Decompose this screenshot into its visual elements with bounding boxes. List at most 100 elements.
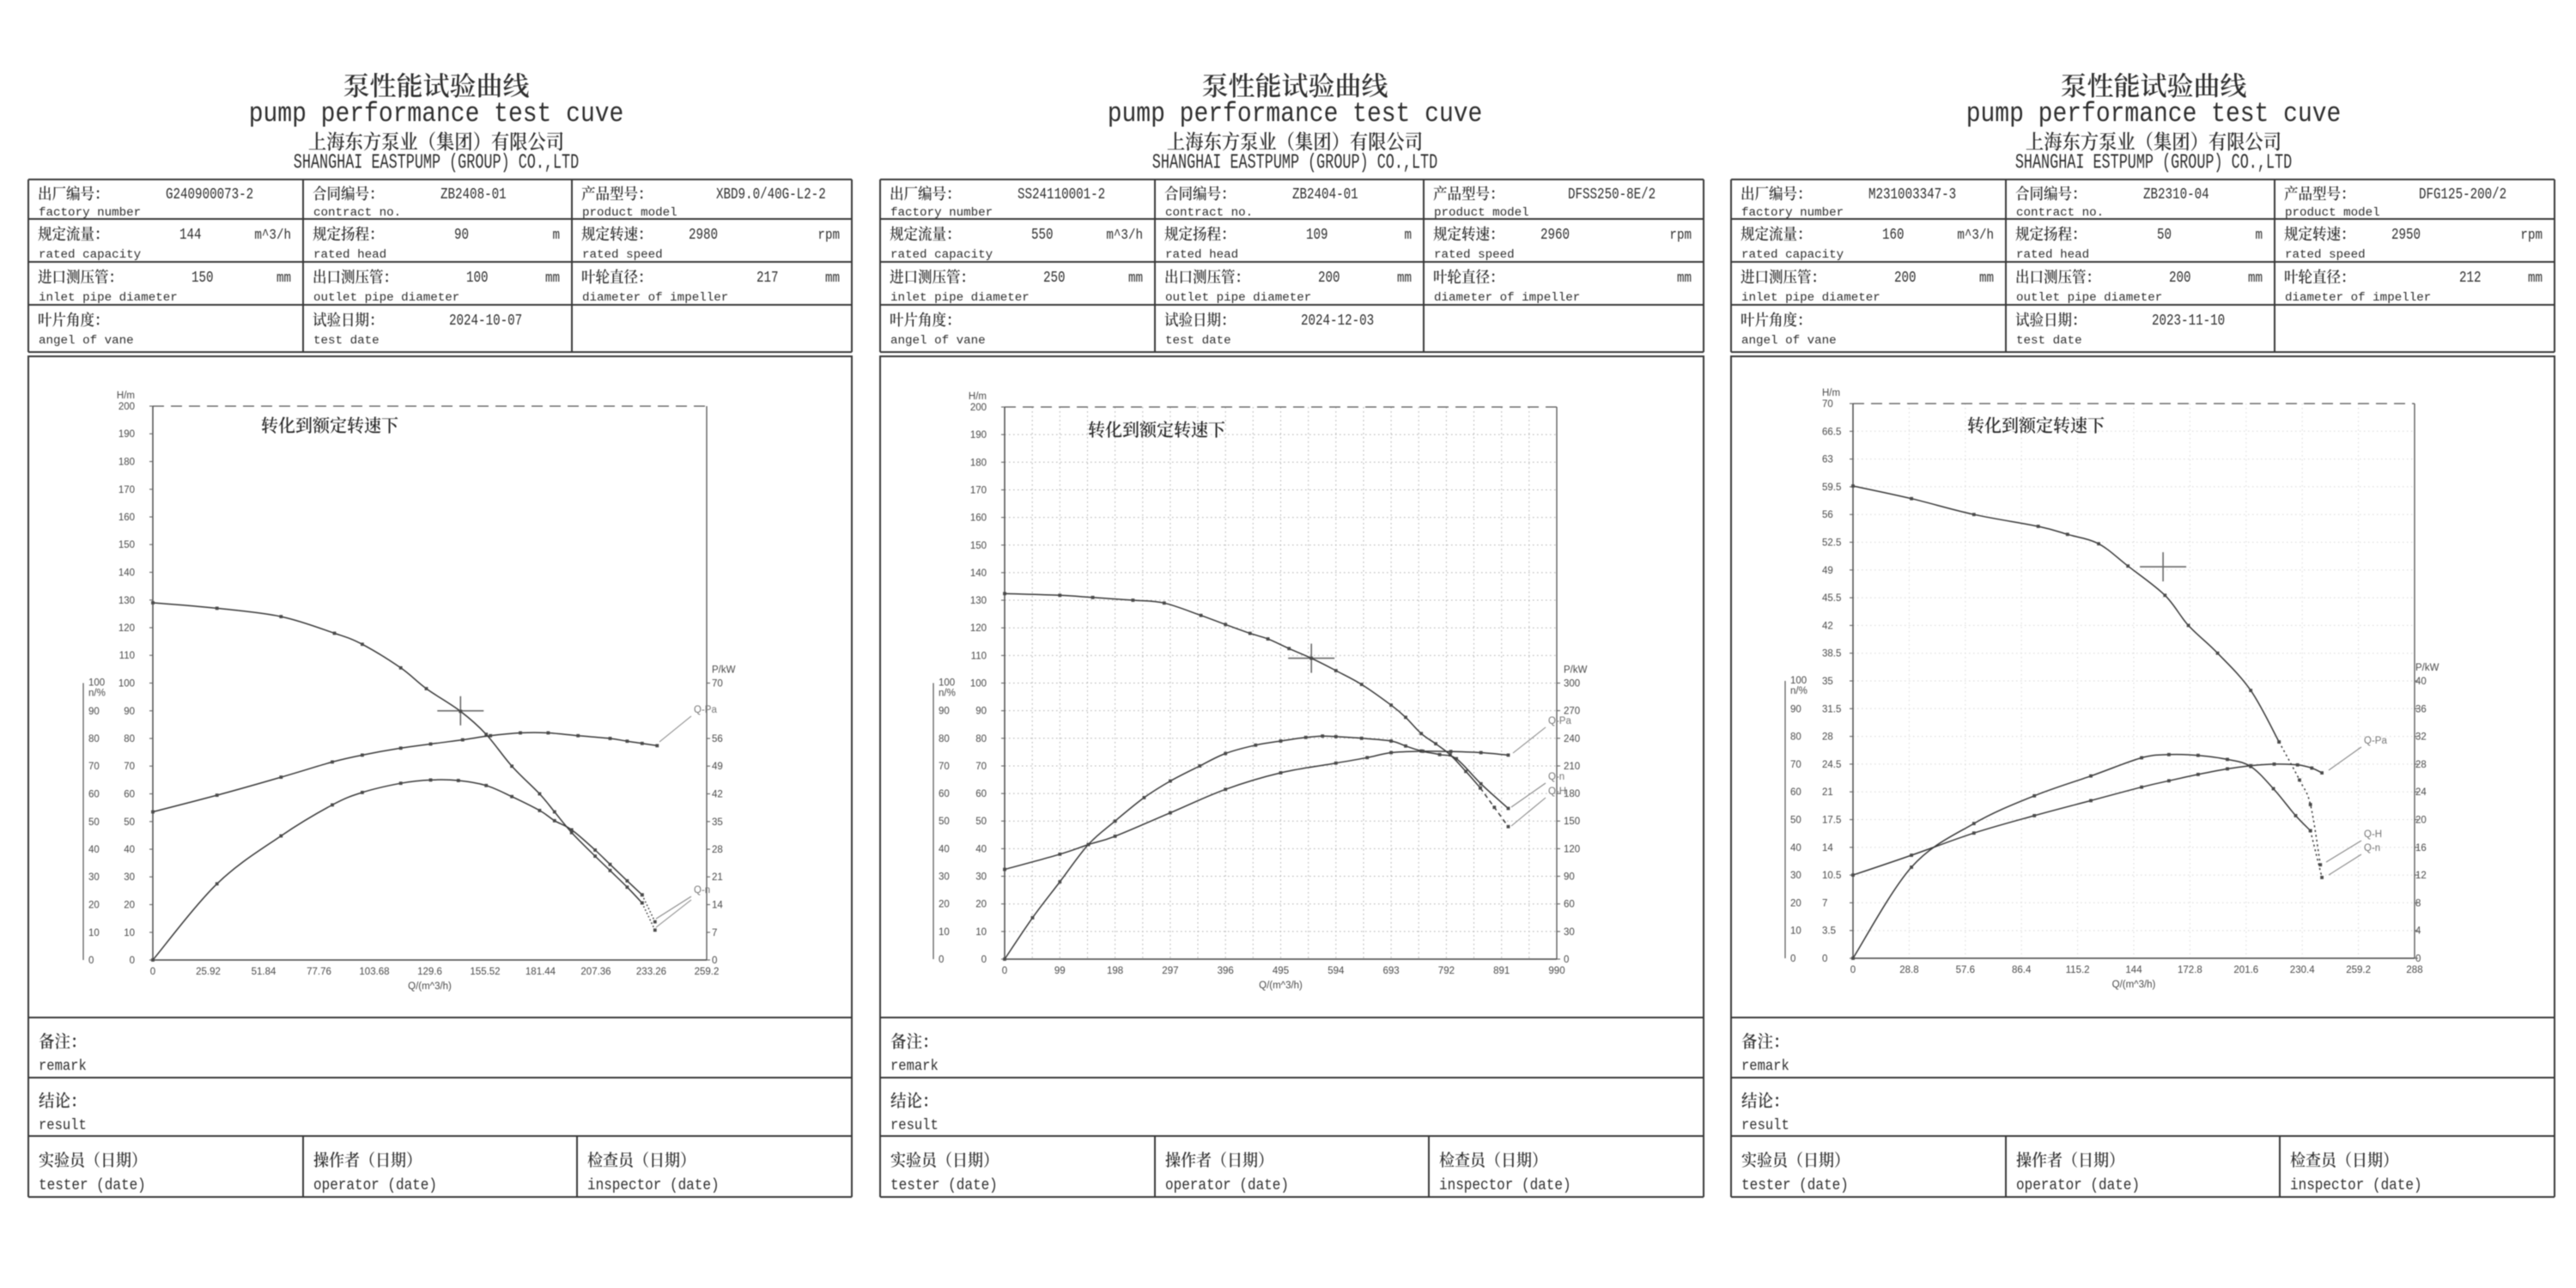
svg-text:2960: 2960 xyxy=(1540,225,1570,243)
svg-text:Q-Pa: Q-Pa xyxy=(2364,736,2387,746)
svg-text:0: 0 xyxy=(130,956,135,966)
svg-text:40: 40 xyxy=(124,845,135,855)
svg-text:n/%: n/% xyxy=(1790,686,1807,696)
svg-text:10: 10 xyxy=(88,928,100,939)
svg-text:300: 300 xyxy=(1564,679,1580,690)
svg-text:test date: test date xyxy=(313,334,380,348)
svg-text:172.8: 172.8 xyxy=(2178,965,2202,975)
svg-text:59.5: 59.5 xyxy=(1822,483,1841,493)
svg-text:factory number: factory number xyxy=(890,206,993,220)
svg-text:0: 0 xyxy=(981,955,987,965)
svg-text:ZB2404-01: ZB2404-01 xyxy=(1292,185,1358,203)
svg-text:181.44: 181.44 xyxy=(526,967,556,977)
svg-text:150: 150 xyxy=(191,268,214,286)
svg-text:190: 190 xyxy=(970,430,987,440)
svg-text:200: 200 xyxy=(118,402,135,412)
svg-text:60: 60 xyxy=(1564,900,1575,910)
svg-text:28.8: 28.8 xyxy=(1899,965,1918,975)
svg-text:70: 70 xyxy=(1822,399,1833,410)
svg-text:77.76: 77.76 xyxy=(307,967,331,977)
svg-text:21: 21 xyxy=(1822,787,1833,798)
svg-text:P/kW: P/kW xyxy=(1564,665,1588,676)
svg-text:0: 0 xyxy=(939,955,944,965)
svg-text:28: 28 xyxy=(2415,760,2427,770)
svg-text:50: 50 xyxy=(124,817,135,828)
svg-text:20: 20 xyxy=(124,901,135,911)
svg-text:144: 144 xyxy=(2125,965,2142,975)
svg-text:ZB2310-04: ZB2310-04 xyxy=(2143,185,2209,203)
svg-text:m: m xyxy=(552,227,560,243)
svg-text:G240900073-2: G240900073-2 xyxy=(166,185,253,203)
svg-text:P/kW: P/kW xyxy=(2415,663,2439,673)
svg-text:250: 250 xyxy=(1043,268,1066,286)
svg-text:30: 30 xyxy=(1790,871,1801,881)
svg-text:56: 56 xyxy=(712,734,723,744)
svg-text:contract no.: contract no. xyxy=(1165,206,1253,220)
svg-text:52.5: 52.5 xyxy=(1822,538,1841,549)
svg-text:H/m: H/m xyxy=(969,392,987,402)
svg-text:test date: test date xyxy=(1165,334,1231,348)
svg-text:operator (date): operator (date) xyxy=(1165,1177,1289,1194)
svg-text:80: 80 xyxy=(124,734,135,744)
svg-text:550: 550 xyxy=(1031,225,1054,243)
svg-text:60: 60 xyxy=(939,789,950,799)
svg-text:21: 21 xyxy=(712,872,723,883)
svg-text:160: 160 xyxy=(970,513,987,524)
svg-text:rated head: rated head xyxy=(1165,248,1238,262)
svg-text:180: 180 xyxy=(970,458,987,468)
svg-text:115.2: 115.2 xyxy=(2066,965,2090,975)
svg-text:diameter of impeller: diameter of impeller xyxy=(2285,291,2431,305)
svg-text:2024-10-07: 2024-10-07 xyxy=(449,311,522,329)
svg-text:30: 30 xyxy=(975,872,987,883)
svg-text:120: 120 xyxy=(1564,844,1580,854)
svg-text:210: 210 xyxy=(1564,762,1580,772)
svg-text:0: 0 xyxy=(1790,954,1795,964)
svg-text:DFG125-200/2: DFG125-200/2 xyxy=(2419,185,2506,203)
svg-text:10.5: 10.5 xyxy=(1822,871,1841,881)
svg-text:n/%: n/% xyxy=(88,689,106,699)
svg-text:SHANGHAI EASTPUMP (GROUP) CO.,: SHANGHAI EASTPUMP (GROUP) CO.,LTD xyxy=(1152,152,1437,175)
svg-text:tester (date): tester (date) xyxy=(1741,1177,1849,1194)
svg-text:operator (date): operator (date) xyxy=(2016,1177,2140,1194)
svg-text:50: 50 xyxy=(2157,225,2172,243)
svg-text:233.26: 233.26 xyxy=(636,967,666,977)
svg-text:rpm: rpm xyxy=(2520,227,2543,243)
svg-text:28: 28 xyxy=(1822,732,1833,743)
svg-text:mm: mm xyxy=(276,270,291,286)
svg-text:120: 120 xyxy=(118,623,135,634)
svg-text:8: 8 xyxy=(2415,898,2421,908)
svg-text:50: 50 xyxy=(975,817,987,827)
svg-text:297: 297 xyxy=(1162,966,1178,976)
svg-text:792: 792 xyxy=(1438,966,1455,976)
svg-text:test date: test date xyxy=(2016,334,2082,348)
svg-text:0: 0 xyxy=(88,956,94,966)
svg-text:110: 110 xyxy=(119,651,135,661)
svg-text:result: result xyxy=(890,1117,939,1134)
svg-text:140: 140 xyxy=(118,568,135,579)
svg-text:40: 40 xyxy=(88,845,100,855)
svg-text:90: 90 xyxy=(1564,872,1575,883)
svg-text:200: 200 xyxy=(970,403,987,413)
svg-text:90: 90 xyxy=(454,225,469,243)
svg-text:3.5: 3.5 xyxy=(1822,927,1836,937)
svg-text:70: 70 xyxy=(975,762,987,772)
svg-text:angel of vane: angel of vane xyxy=(1741,334,1837,348)
svg-text:86.4: 86.4 xyxy=(2012,965,2032,975)
svg-text:396: 396 xyxy=(1218,966,1234,976)
svg-text:42: 42 xyxy=(712,790,723,800)
svg-text:mm: mm xyxy=(825,270,840,286)
svg-text:20: 20 xyxy=(1790,898,1801,908)
svg-text:160: 160 xyxy=(118,513,135,523)
svg-text:pump performance test cuve: pump performance test cuve xyxy=(1108,99,1483,130)
svg-text:0: 0 xyxy=(712,956,717,966)
svg-text:mm: mm xyxy=(1677,270,1692,286)
svg-text:100: 100 xyxy=(466,268,489,286)
svg-text:10: 10 xyxy=(975,927,987,938)
svg-text:m^3/h: m^3/h xyxy=(254,227,291,243)
svg-text:80: 80 xyxy=(88,734,100,744)
svg-text:270: 270 xyxy=(1564,707,1580,717)
svg-text:contract no.: contract no. xyxy=(2016,206,2104,220)
svg-text:20: 20 xyxy=(88,901,100,911)
svg-text:891: 891 xyxy=(1493,966,1510,976)
svg-text:0: 0 xyxy=(2415,954,2421,964)
